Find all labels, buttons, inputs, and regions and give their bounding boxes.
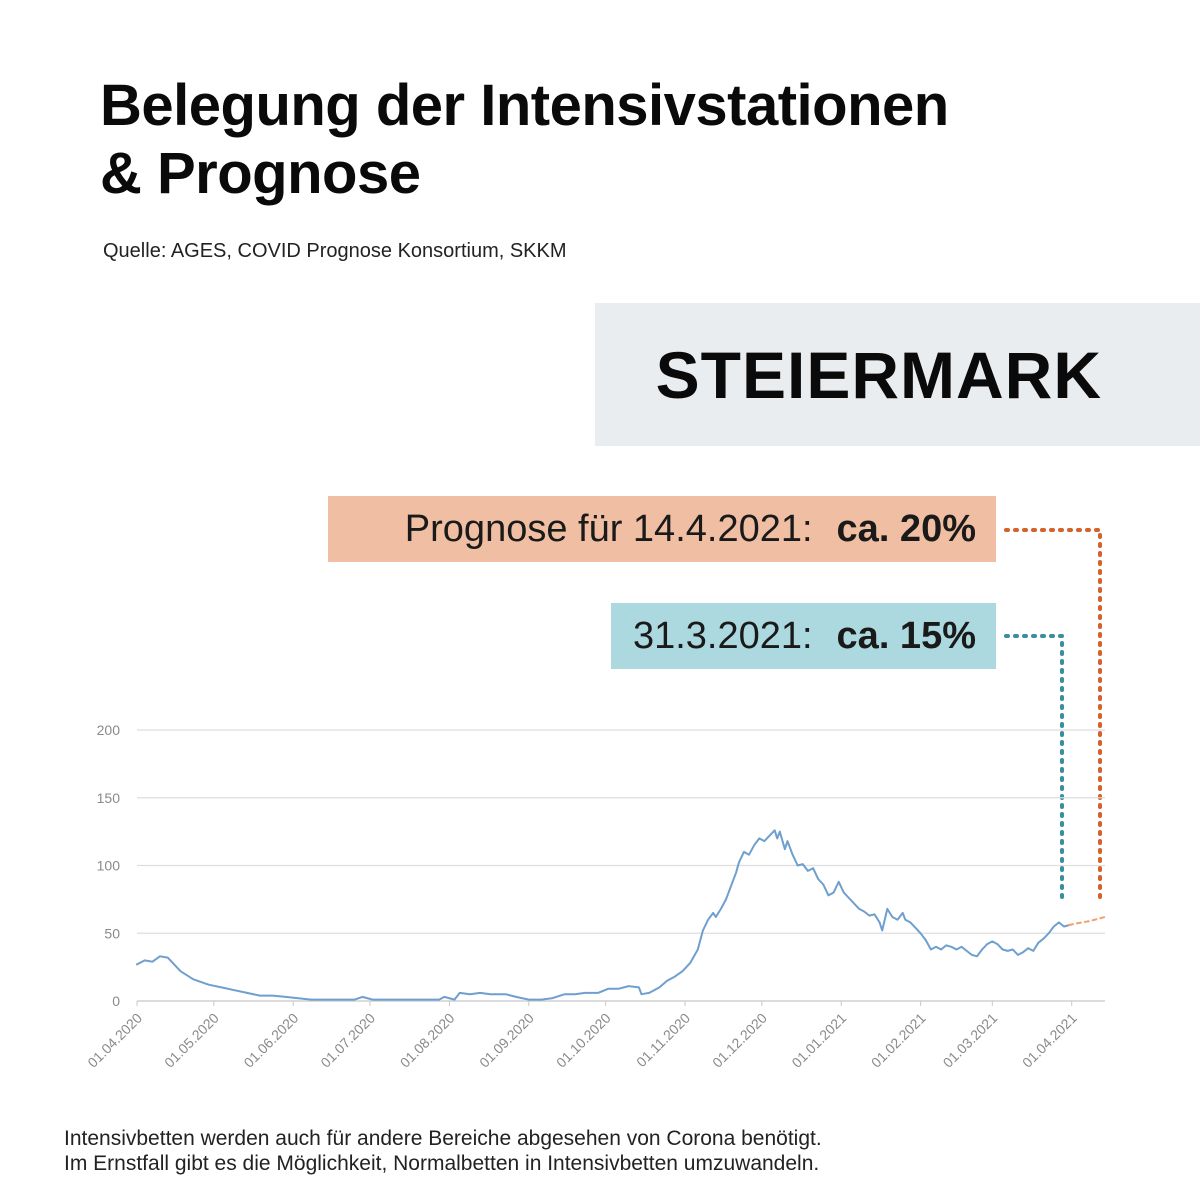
current-value: ca. 15% (836, 614, 976, 657)
region-banner: STEIERMARK (595, 303, 1200, 446)
region-name: STEIERMARK (655, 337, 1102, 412)
footnote-line-2: Im Ernstfall gibt es die Möglichkeit, No… (64, 1152, 820, 1175)
x-tick-label: 01.06.2020 (240, 1010, 301, 1071)
y-tick-label: 150 (97, 790, 121, 806)
current-callout: 31.3.2021: ca. 15% (611, 603, 996, 669)
x-tick-label: 01.11.2020 (633, 1010, 693, 1070)
x-tick-label: 01.07.2020 (317, 1010, 378, 1071)
forecast-line (1068, 916, 1106, 927)
x-tick-label: 01.05.2020 (161, 1010, 222, 1071)
occupancy-line (136, 829, 1071, 1001)
forecast-callout: Prognose für 14.4.2021: ca. 20% (328, 496, 996, 562)
chart-grid (137, 729, 1105, 1002)
page-title: Belegung der Intensivstationen & Prognos… (100, 72, 949, 208)
x-tick-label: 01.02.2021 (868, 1010, 929, 1071)
footnote: Intensivbetten werden auch für andere Be… (64, 1126, 822, 1176)
footnote-line-1: Intensivbetten werden auch für andere Be… (64, 1127, 822, 1150)
x-tick-label: 01.03.2021 (940, 1010, 1001, 1071)
title-line-1: Belegung der Intensivstationen (100, 73, 949, 138)
x-tick-label: 01.04.2021 (1019, 1010, 1080, 1071)
x-tick-label: 01.09.2020 (476, 1010, 537, 1071)
x-tick-label: 01.01.2021 (788, 1010, 849, 1071)
y-tick-label: 0 (112, 993, 120, 1009)
icu-occupancy-chart: 0 50 100 150 200 01.04.2020 01.05.2020 01.06.2… (84, 722, 1106, 1071)
y-tick-label: 200 (97, 722, 121, 738)
forecast-label: Prognose für 14.4.2021: (404, 507, 813, 550)
x-tick-label: 01.08.2020 (397, 1010, 458, 1071)
x-tick-label: 01.12.2020 (709, 1010, 770, 1071)
current-label: 31.3.2021: (632, 614, 813, 657)
x-tick-label: 01.10.2020 (553, 1010, 614, 1071)
x-axis: 01.04.2020 01.05.2020 01.06.2020 01.07.2020… (84, 1001, 1080, 1071)
chart-series (136, 829, 1106, 1001)
y-tick-label: 100 (97, 858, 121, 874)
x-tick-label: 01.04.2020 (84, 1010, 145, 1071)
title-line-2: & Prognose (100, 141, 421, 206)
source-note: Quelle: AGES, COVID Prognose Konsortium,… (103, 240, 567, 262)
y-tick-label: 50 (104, 925, 120, 941)
forecast-value: ca. 20% (836, 507, 976, 550)
y-axis: 0 50 100 150 200 (97, 722, 121, 1009)
